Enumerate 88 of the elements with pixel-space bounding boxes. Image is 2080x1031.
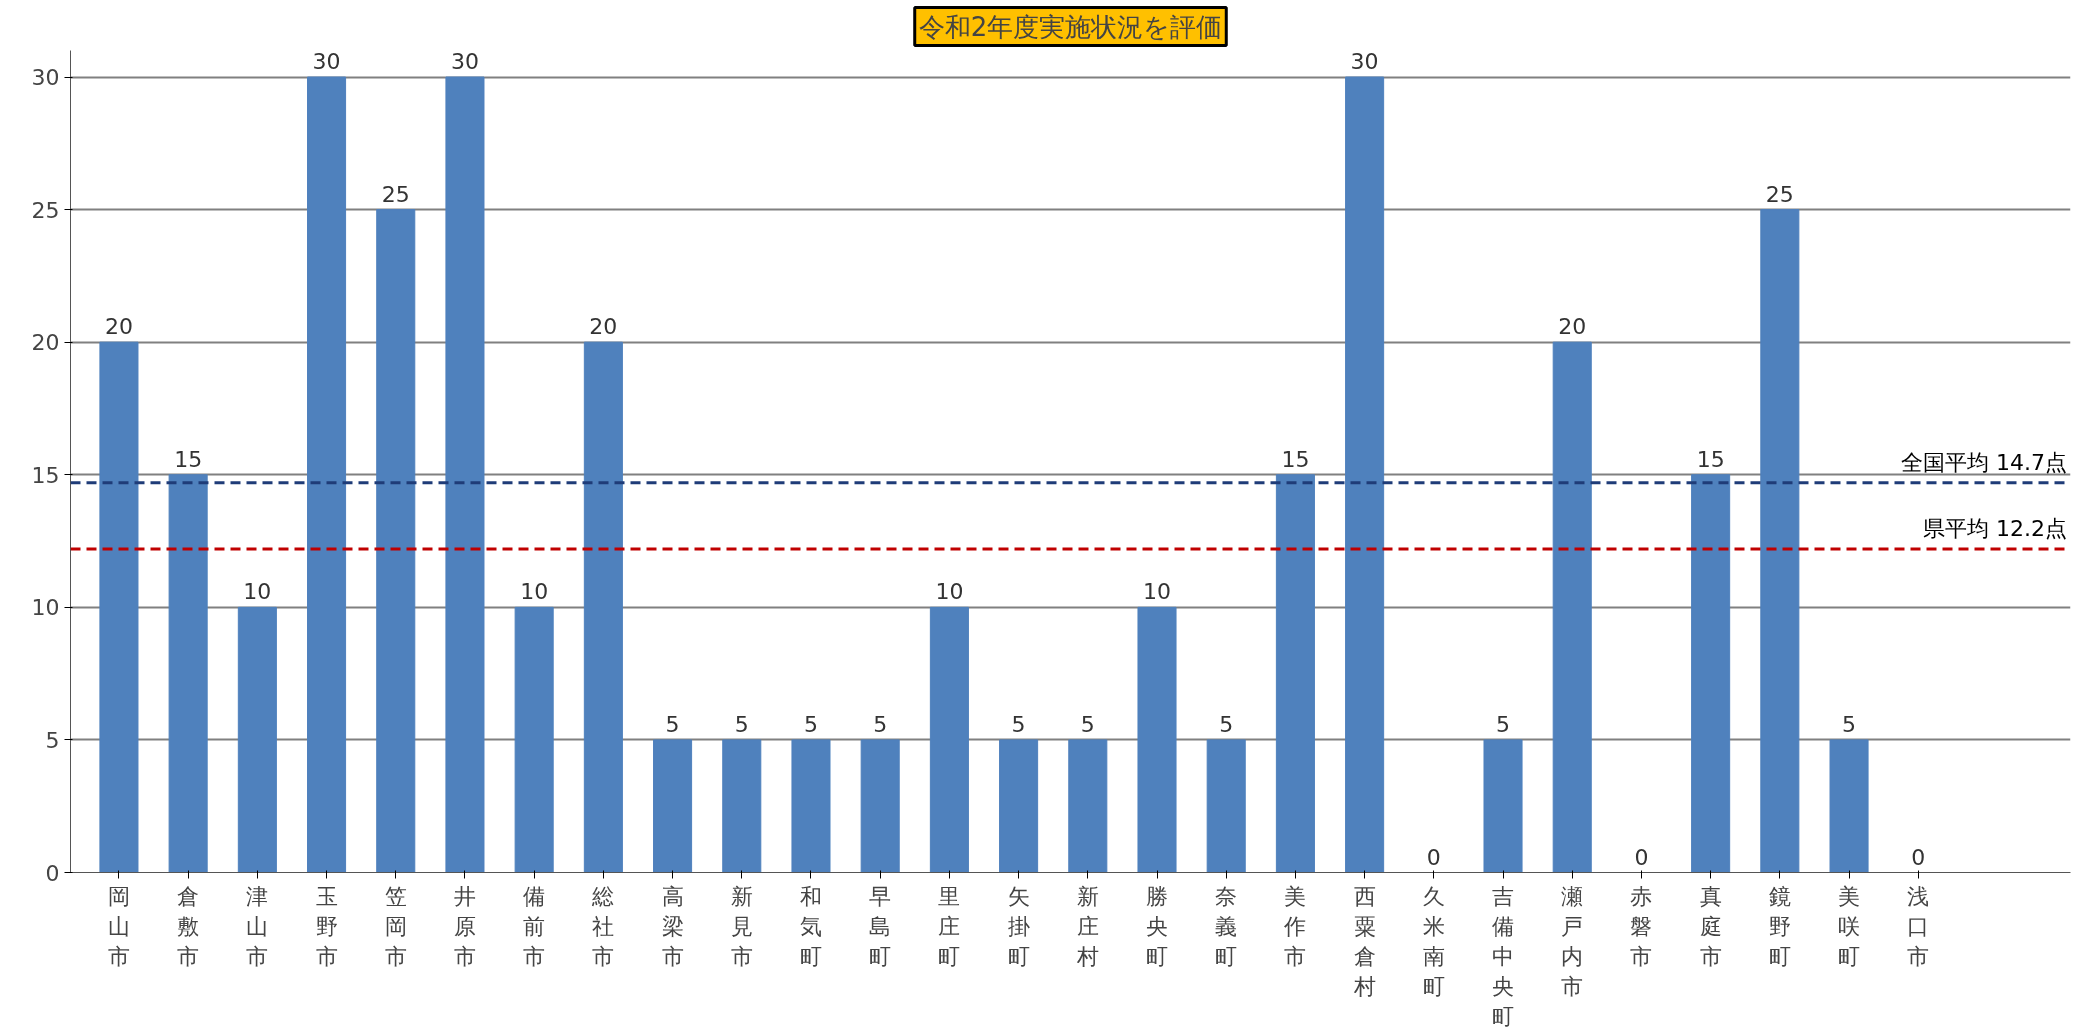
y-tick-label: 30 [31, 65, 60, 91]
bar [1345, 76, 1385, 873]
bar [1068, 739, 1108, 873]
data-label: 0 [1634, 844, 1649, 870]
y-tick-label: 0 [45, 860, 60, 886]
data-label: 30 [312, 49, 341, 75]
x-tick-label: 久米南町 [1422, 883, 1445, 999]
data-label: 0 [1426, 844, 1441, 870]
data-label: 20 [589, 314, 618, 340]
x-tick-label: 浅口市 [1907, 883, 1930, 969]
data-label: 0 [1911, 844, 1926, 870]
x-tick-label: 備前市 [523, 883, 546, 969]
x-tick-label: 倉敷市 [177, 883, 200, 969]
x-tick-label: 奈義町 [1215, 883, 1238, 969]
bar [99, 341, 139, 873]
bar [583, 341, 623, 873]
x-tick-label: 新見市 [730, 883, 753, 969]
bar [1760, 209, 1800, 873]
x-tick-label: 総社市 [591, 883, 615, 969]
data-label: 30 [450, 49, 479, 75]
data-label: 20 [1558, 314, 1587, 340]
bar [168, 474, 208, 873]
x-tick-label: 美咲町 [1838, 883, 1861, 969]
x-tick-label: 鏡野町 [1768, 883, 1791, 969]
x-tick-label: 赤磐市 [1630, 883, 1653, 969]
x-tick-label: 岡山市 [107, 883, 130, 969]
y-tick-label: 25 [31, 197, 60, 223]
x-tick-label: 井原市 [453, 883, 476, 969]
data-label: 5 [734, 711, 749, 737]
x-tick-label: 高梁市 [661, 883, 684, 969]
ref-line-label: 全国平均 14.7点 [1901, 449, 2068, 475]
bar [722, 739, 762, 873]
data-label: 25 [1765, 181, 1794, 207]
x-tick-label: 瀬戸内市 [1561, 883, 1584, 999]
x-tick-label: 新庄村 [1075, 883, 1099, 969]
x-tick-label: 真庭市 [1699, 883, 1722, 969]
bar [376, 209, 416, 873]
x-tick-label: 吉備中央町 [1492, 883, 1515, 1029]
x-tick-label: 西粟倉村 [1352, 883, 1376, 999]
data-label: 30 [1350, 49, 1379, 75]
data-label: 5 [1080, 711, 1095, 737]
bar [653, 739, 693, 873]
bar [307, 76, 347, 873]
bar [791, 739, 831, 873]
data-label: 25 [381, 181, 410, 207]
x-tick-label: 早島町 [869, 883, 892, 969]
bar [999, 739, 1039, 873]
bar [514, 606, 554, 873]
bar [445, 76, 485, 873]
text: 令和2年度実施状況を評価 [918, 11, 1223, 42]
data-label: 15 [1281, 446, 1310, 472]
data-label: 10 [935, 579, 964, 605]
bar [1137, 606, 1177, 873]
bar [237, 606, 277, 873]
x-tick-label: 玉野市 [315, 883, 338, 969]
ref-line-label: 県平均 12.2点 [1923, 516, 2068, 541]
bar [1829, 739, 1869, 873]
data-label: 5 [1496, 711, 1511, 737]
data-label: 10 [520, 579, 549, 605]
data-label: 5 [1842, 711, 1857, 737]
data-label: 15 [174, 446, 203, 472]
y-tick-label: 20 [31, 330, 60, 356]
y-tick-label: 10 [31, 595, 60, 621]
x-tick-label: 和気町 [799, 883, 822, 969]
x-tick-label: 美作市 [1283, 883, 1307, 969]
data-label: 10 [1143, 579, 1172, 605]
data-label: 10 [243, 579, 272, 605]
bar [1206, 739, 1246, 873]
data-label: 5 [873, 711, 888, 737]
data-label: 5 [1219, 711, 1234, 737]
bar [860, 739, 900, 873]
bar [1483, 739, 1523, 873]
x-tick-label: 笠岡市 [384, 883, 407, 969]
bar [929, 606, 969, 873]
bar [1552, 341, 1592, 873]
x-tick-label: 矢掛町 [1007, 883, 1030, 969]
data-label: 5 [803, 711, 818, 737]
x-tick-label: 勝央町 [1146, 883, 1169, 969]
y-tick-label: 15 [31, 462, 60, 488]
bar [1275, 474, 1315, 873]
bar [1691, 474, 1731, 873]
y-tick-label: 5 [45, 727, 60, 753]
data-label: 15 [1696, 446, 1725, 472]
data-label: 5 [1011, 711, 1026, 737]
x-tick-label: 津山市 [246, 883, 269, 969]
data-label: 20 [104, 314, 133, 340]
x-tick-label: 里庄町 [938, 883, 961, 969]
data-label: 5 [665, 711, 680, 737]
